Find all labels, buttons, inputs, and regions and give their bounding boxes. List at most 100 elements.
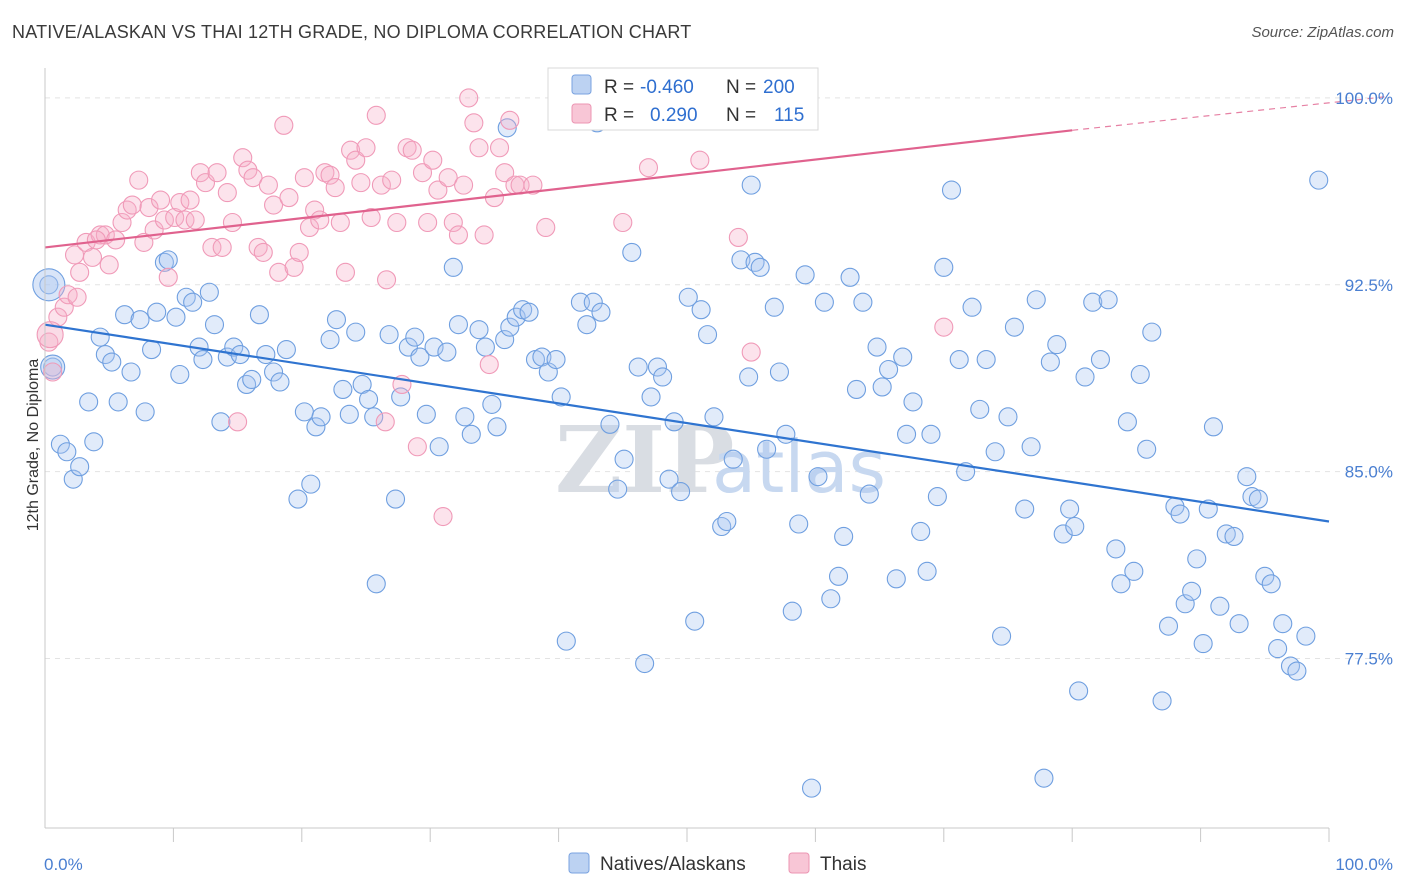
natives-point-41	[301, 474, 321, 494]
thais-point-64	[376, 270, 397, 290]
natives-point-136	[921, 424, 941, 444]
thais-point-95	[613, 212, 633, 233]
thais-point-92	[536, 217, 556, 238]
natives-point-162	[1098, 290, 1118, 310]
thais-point-33	[217, 183, 237, 203]
natives-point-143	[970, 399, 990, 419]
natives-point-3	[57, 442, 77, 462]
thais-point-101	[375, 412, 395, 432]
bottom-legend-thais: Thais	[820, 854, 866, 875]
natives-point-140	[949, 349, 969, 370]
natives-point-60	[424, 337, 444, 357]
natives-point-43	[311, 407, 331, 427]
natives-point-138	[934, 257, 954, 277]
natives-point-134	[911, 521, 931, 542]
y-tick-label-0: 100.0%	[1335, 89, 1393, 108]
y-tick-label-1: 92.5%	[1345, 276, 1393, 295]
thais-point-50	[305, 200, 325, 220]
natives-point-109	[750, 257, 770, 277]
natives-point-125	[853, 292, 873, 312]
natives-point-71	[495, 330, 515, 350]
bottom-legend-swatch-natives	[568, 852, 590, 874]
thais-point-53	[320, 165, 340, 185]
natives-point-25	[193, 349, 213, 370]
natives-point-97	[671, 482, 691, 502]
y-tick-label-2: 85.0%	[1345, 463, 1393, 482]
natives-point-166	[1124, 561, 1144, 581]
natives-point-46	[333, 379, 353, 399]
thais-point-79	[454, 175, 474, 195]
natives-point-11	[108, 392, 128, 412]
natives-point-170	[1152, 691, 1172, 711]
natives-point-89	[622, 242, 642, 262]
natives-point-126	[859, 484, 879, 504]
thais-point-66	[387, 212, 407, 233]
thais-point-55	[330, 212, 350, 233]
natives-point-58	[410, 347, 430, 367]
thais-point-41	[258, 175, 278, 195]
y-axis-title: 12th Grade, No Diploma	[25, 359, 42, 532]
natives-point-72	[500, 317, 520, 337]
natives-point-163	[1106, 539, 1126, 559]
watermark-zip: ZIP	[555, 406, 734, 514]
thais-point-97	[690, 150, 710, 170]
axes	[44, 68, 1330, 842]
y-tick-labels: 100.0% 92.5% 85.0% 77.5%	[1335, 89, 1393, 669]
thais-point-32	[212, 237, 232, 257]
thais-point-36	[233, 148, 253, 168]
natives-point-62	[437, 342, 457, 362]
thais-point-34	[222, 212, 243, 233]
natives-point-150	[1021, 437, 1041, 457]
legend-n-value-0: 200	[763, 77, 795, 98]
thais-point-78	[448, 225, 468, 245]
natives-point-184	[1237, 467, 1257, 487]
natives-point-135	[917, 561, 937, 581]
thais-point-31	[207, 163, 227, 183]
natives-point-189	[1268, 639, 1288, 659]
natives-point-188	[1261, 574, 1281, 594]
thais-point-13	[112, 212, 132, 233]
natives-point-152	[1034, 768, 1054, 788]
natives-point-174	[1175, 594, 1195, 614]
natives-point-8	[90, 327, 110, 347]
natives-point-119	[814, 292, 834, 312]
thais-point-73	[423, 150, 443, 170]
natives-point-182	[1224, 526, 1244, 547]
natives-point-57	[405, 327, 425, 347]
natives-point-149	[1015, 499, 1035, 519]
legend-n-label-0: N =	[726, 77, 756, 98]
natives-point-115	[789, 514, 809, 534]
thais-point-51	[310, 210, 330, 230]
natives-point-105	[723, 449, 743, 469]
natives-point-176	[1187, 549, 1207, 569]
thais-point-25	[175, 210, 195, 230]
x-tick-label-right: 100.0%	[1335, 855, 1393, 874]
thais-point-72	[418, 212, 438, 233]
natives-point-7	[84, 432, 104, 452]
natives-point-26	[199, 282, 219, 302]
natives-point-85	[591, 302, 611, 322]
natives-point-36	[264, 362, 284, 382]
natives-point-102	[704, 407, 724, 427]
natives-point-112	[769, 362, 789, 382]
natives-point-130	[886, 569, 906, 589]
legend-swatch-natives	[571, 74, 592, 95]
thais-point-82	[469, 138, 489, 158]
thais-point-52	[315, 163, 335, 183]
bottom-legend-swatch-thais	[788, 852, 810, 874]
thais-point-17	[134, 232, 154, 252]
natives-point-158	[1069, 681, 1089, 701]
natives-point-139	[941, 180, 962, 200]
thais-point-83	[474, 225, 494, 245]
natives-point-129	[879, 359, 899, 380]
natives-point-12	[115, 305, 135, 325]
natives-point-90	[628, 357, 648, 377]
thais-point-46	[284, 257, 304, 277]
thais-point-59	[351, 173, 371, 193]
natives-point-113	[776, 424, 796, 444]
thais-point-69	[402, 140, 422, 160]
natives-point-100	[691, 300, 711, 320]
natives-point-33	[242, 369, 262, 390]
thais-trend-line-dashed	[1072, 95, 1390, 131]
thais-point-80	[459, 88, 479, 108]
